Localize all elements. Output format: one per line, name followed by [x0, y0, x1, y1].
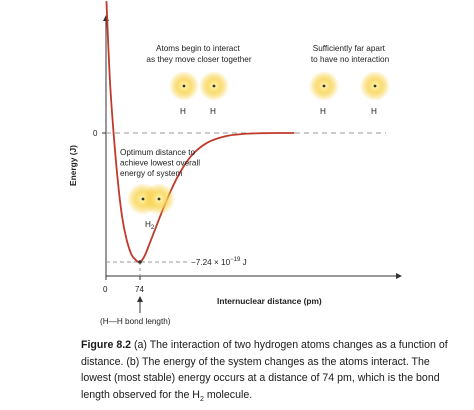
atom-label: H	[320, 107, 326, 116]
figure-caption: Figure 8.2 (a) The interaction of two hy…	[81, 337, 453, 408]
annotation-begin-interact: Atoms begin to interact as they move clo…	[146, 44, 251, 64]
atom-label: H	[210, 107, 216, 116]
caption-text: (a) The interaction of two hydrogen atom…	[81, 339, 448, 401]
y-tick-label-0: 0	[93, 129, 98, 138]
atom-pair-interacting: H H	[169, 71, 229, 116]
annotation-optimum-distance: Optimum distance to achieve lowest overa…	[120, 148, 202, 178]
x-tick-label-0: 0	[103, 285, 108, 294]
potential-energy-curve	[105, 1, 295, 264]
atom-label: H	[180, 107, 186, 116]
caption-subscript: 2	[199, 395, 204, 403]
annotation-far-apart: Sufficiently far apart to have no intera…	[311, 44, 390, 64]
caption-tail: molecule.	[203, 388, 253, 401]
x-axis-title: Internuclear distance (pm)	[217, 296, 322, 306]
minimum-energy-label: −7.24 × 10−19 J	[191, 257, 247, 267]
x-tick-label-74: 74	[135, 285, 144, 294]
minimum-point	[138, 260, 142, 264]
bond-length-label: (H—H bond length)	[100, 317, 171, 326]
energy-chart: 0 0 74 Energy (J) Internuclear distance …	[68, 1, 402, 326]
atom-pair-far-apart: H H	[309, 71, 390, 116]
h2-molecule: H2	[127, 183, 175, 231]
caption-lead: Figure 8.2	[81, 339, 132, 351]
y-axis-title: Energy (J)	[68, 145, 78, 186]
atom-label: H	[371, 107, 377, 116]
molecule-label: H2	[145, 220, 155, 231]
